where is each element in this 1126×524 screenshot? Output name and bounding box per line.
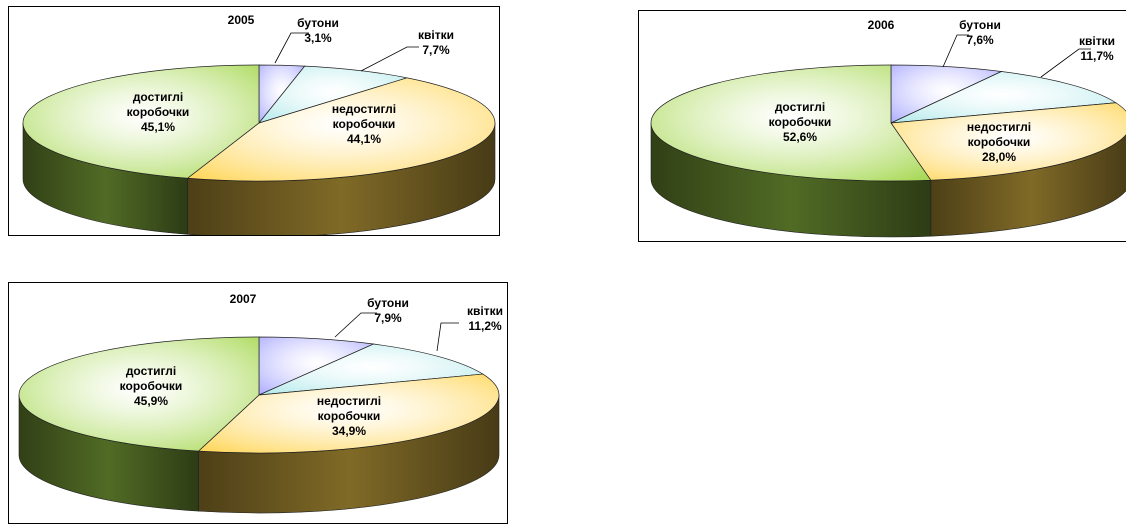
label-buds: бутони 3,1% <box>297 16 339 45</box>
label-flowers: квітки 7,7% <box>418 28 454 57</box>
label-unripe-bolls: недостиглі коробочки 28,0% <box>967 120 1031 164</box>
slice-buds <box>258 336 375 396</box>
label-unripe-bolls: недостиглі коробочки 34,9% <box>317 394 381 438</box>
label-buds-leader <box>334 312 377 338</box>
chart-title: 2005 <box>228 13 255 27</box>
label-buds: бутони 7,6% <box>959 18 1001 47</box>
label-buds-leader <box>942 34 969 68</box>
pie-chart-svg: 2007 бутони 7,9% квітки 11,2% недостиглі короб… <box>18 292 503 514</box>
slice-ripe-bolls <box>22 64 260 179</box>
label-flowers: квітки 11,2% <box>467 304 503 333</box>
label-ripe-bolls: достиглі коробочки 45,1% <box>127 90 190 134</box>
label-flowers-leader <box>1040 48 1091 78</box>
pie-chart-svg: 2005 бутони 3,1% квітки 7,7% недостиглі коробо… <box>22 13 496 235</box>
slice-unripe-bolls <box>197 373 500 454</box>
slice-unripe-bolls <box>890 102 1126 181</box>
pie-chart-2007: 2007 бутони 7,9% квітки 11,2% недостиглі короб… <box>8 282 508 524</box>
pie-chart-svg: 2006 бутони 7,6% квітки 11,7% недостиглі короб… <box>650 18 1126 238</box>
slice-unripe-bolls <box>186 77 496 182</box>
label-buds-leader <box>274 32 309 64</box>
slice-ripe-bolls <box>650 64 932 182</box>
slice-ripe-bolls <box>18 336 260 452</box>
slice-flowers <box>890 71 1117 124</box>
slice-buds <box>890 64 1003 124</box>
label-buds: бутони 7,9% <box>367 296 409 325</box>
label-ripe-bolls: достиглі коробочки 52,6% <box>769 100 832 144</box>
label-unripe-bolls: недостиглі коробочки 44,1% <box>332 102 396 146</box>
pie-chart-2005: 2005 бутони 3,1% квітки 7,7% недостиглі коробо… <box>8 6 500 236</box>
pie-chart-2006: 2006 бутони 7,6% квітки 11,7% недостиглі короб… <box>638 10 1126 242</box>
label-ripe-bolls: достиглі коробочки 45,9% <box>120 364 183 408</box>
label-flowers: квітки 11,7% <box>1079 34 1115 63</box>
label-flowers-leader <box>360 46 419 72</box>
slice-flowers <box>258 343 484 396</box>
chart-title: 2006 <box>868 18 895 32</box>
slice-flowers <box>258 65 408 124</box>
label-flowers-leader <box>436 322 459 352</box>
chart-title: 2007 <box>230 292 257 306</box>
